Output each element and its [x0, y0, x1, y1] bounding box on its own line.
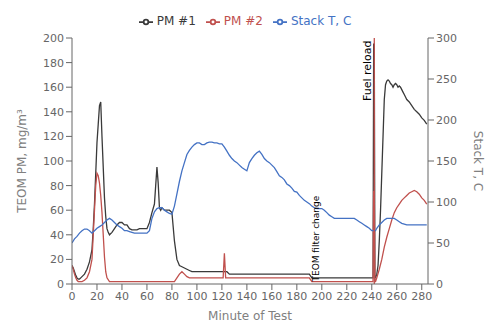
svg-text:Stack T, C: Stack T, C — [471, 131, 485, 191]
svg-text:280: 280 — [411, 290, 432, 303]
svg-text:260: 260 — [386, 290, 407, 303]
svg-text:200: 200 — [311, 290, 332, 303]
svg-text:TEOM filter change: TEOM filter change — [311, 195, 321, 282]
svg-text:120: 120 — [43, 130, 64, 143]
html-text:Stack T, C: Stack T, C — [290, 14, 352, 28]
svg-text:20: 20 — [90, 290, 104, 303]
svg-text:60: 60 — [140, 290, 154, 303]
svg-text:100: 100 — [43, 155, 64, 168]
svg-text:120: 120 — [211, 290, 232, 303]
svg-text:140: 140 — [236, 290, 257, 303]
svg-text:100: 100 — [186, 290, 207, 303]
html-text:PM #2: PM #2 — [223, 14, 263, 28]
svg-text:TEOM PM, mg/m³: TEOM PM, mg/m³ — [15, 109, 29, 214]
svg-text:0: 0 — [57, 278, 64, 291]
svg-text:80: 80 — [50, 180, 64, 193]
svg-text:180: 180 — [43, 57, 64, 70]
svg-text:Fuel reload: Fuel reload — [361, 40, 374, 101]
svg-text:200: 200 — [43, 32, 64, 45]
svg-text:160: 160 — [261, 290, 282, 303]
svg-text:240: 240 — [361, 290, 382, 303]
svg-text:250: 250 — [436, 73, 457, 86]
svg-text:0: 0 — [436, 278, 443, 291]
svg-text:300: 300 — [436, 32, 457, 45]
svg-text:50: 50 — [436, 237, 450, 250]
svg-text:20: 20 — [50, 253, 64, 266]
svg-text:140: 140 — [43, 106, 64, 119]
html-text:PM #1: PM #1 — [156, 14, 196, 28]
svg-text:80: 80 — [165, 290, 179, 303]
svg-text:0: 0 — [69, 290, 76, 303]
svg-text:160: 160 — [43, 81, 64, 94]
svg-text:150: 150 — [436, 155, 457, 168]
svg-text:40: 40 — [50, 229, 64, 242]
svg-text:180: 180 — [286, 290, 307, 303]
svg-text:60: 60 — [50, 204, 64, 217]
svg-text:200: 200 — [436, 114, 457, 127]
svg-text:100: 100 — [436, 196, 457, 209]
svg-text:40: 40 — [115, 290, 129, 303]
svg-text:Minute of Test: Minute of Test — [208, 309, 292, 323]
svg-text:220: 220 — [336, 290, 357, 303]
